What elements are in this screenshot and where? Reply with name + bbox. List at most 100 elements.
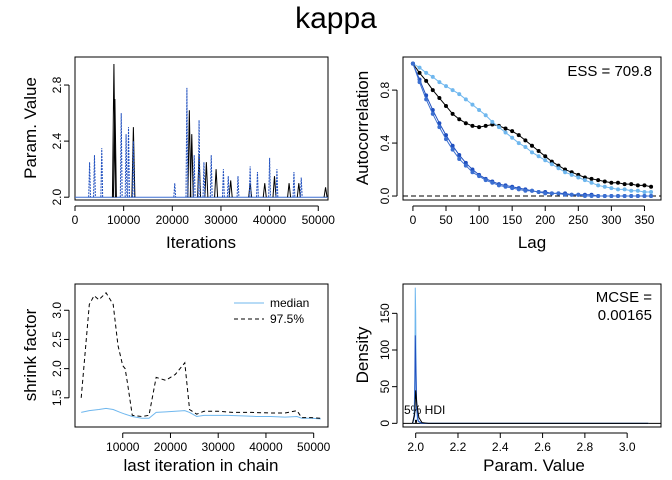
shrink-xlabel: last iteration in chain [124, 456, 279, 475]
acf-point [510, 129, 515, 134]
acf-point [576, 192, 581, 197]
trace-spike [248, 166, 252, 198]
acf-point [444, 103, 448, 108]
trace-spike [323, 187, 328, 198]
trace-ytick-label: 2.4 [50, 132, 64, 149]
acf-point [629, 194, 634, 199]
acf-point [457, 156, 462, 161]
trace-spike [112, 99, 117, 198]
acf-point [549, 191, 554, 196]
density-xtick-label: 2.4 [492, 440, 509, 454]
trace-xlabel: Iterations [166, 233, 236, 252]
acf-point [582, 178, 587, 183]
acf-point [530, 143, 534, 148]
acf-point [543, 191, 548, 196]
acf-point [642, 183, 647, 188]
acf-xtick-label: 0 [410, 213, 417, 227]
trace-spike [209, 155, 213, 198]
acf-point [629, 182, 634, 187]
trace-spike [127, 127, 130, 198]
density-curve [412, 390, 649, 424]
trace-spike [262, 183, 267, 198]
acf-point [444, 137, 448, 142]
trace-spike [287, 183, 292, 198]
acf-point [649, 190, 654, 195]
trace-spike [272, 176, 277, 198]
acf-point [483, 123, 488, 128]
trace-spike [131, 141, 135, 198]
acf-point [609, 180, 614, 185]
acf-point [496, 125, 501, 130]
shrink-ytick-label: 1.5 [50, 389, 64, 406]
acf-point [536, 149, 541, 154]
trace-spike [187, 110, 192, 198]
shrink-ytick-label: 3.0 [50, 302, 64, 319]
acf-point [530, 188, 534, 193]
density-curve [412, 335, 649, 424]
legend-975-label: 97.5% [270, 312, 304, 326]
acf-point [589, 194, 594, 199]
trace-ytick-label: 2.8 [50, 76, 64, 93]
shrink-xtick-label: 50000 [297, 440, 331, 454]
acf-xtick-label: 300 [601, 213, 621, 227]
acf-xtick-label: 200 [535, 213, 555, 227]
acf-point [417, 65, 422, 70]
acf-point [589, 176, 594, 181]
trace-xtick-label: 50000 [302, 213, 336, 227]
trace-spike [236, 176, 240, 198]
trace-spike [88, 162, 91, 198]
acf-point [503, 130, 508, 135]
trace-spike [214, 169, 219, 198]
acf-point [463, 97, 468, 102]
shrink-975-line [80, 291, 321, 419]
trace-xtick-label: 20000 [156, 213, 190, 227]
shrink-xtick-label: 30000 [202, 440, 236, 454]
acf-point [444, 84, 448, 89]
acf-point [450, 147, 455, 152]
trace-ytick-label: 2.0 [50, 189, 64, 206]
figure-title: kappa [295, 2, 377, 35]
acf-xtick-label: 50 [439, 213, 453, 227]
mcse-annotation-line2: 0.00165 [598, 307, 652, 324]
trace-spike [100, 148, 104, 198]
density-xlabel: Param. Value [483, 456, 585, 475]
density-ylabel: Density [353, 326, 372, 383]
acf-point [477, 125, 482, 130]
density-xtick-label: 2.6 [534, 440, 551, 454]
trace-spike [268, 157, 272, 198]
shrink-xtick-label: 10000 [106, 440, 140, 454]
acf-point [457, 152, 462, 157]
acf-point [503, 184, 508, 189]
trace-spike [111, 64, 116, 198]
acf-ylabel: Autocorrelation [353, 71, 372, 185]
acf-point [569, 172, 574, 177]
acf-point [543, 154, 548, 159]
density-ytick-label: 0 [378, 420, 392, 427]
acf-point [569, 192, 574, 197]
acf-point [523, 145, 528, 150]
acf-point [602, 179, 607, 184]
trace-ylabel: Param. Value [21, 77, 40, 179]
acf-point [516, 133, 521, 138]
acf-point [543, 158, 548, 163]
acf-point [516, 141, 521, 146]
acf-point [642, 194, 647, 199]
acf-point [503, 126, 508, 131]
trace-spike [204, 162, 209, 198]
acf-xtick-label: 100 [469, 213, 489, 227]
acf-point [496, 183, 501, 188]
trace-spike [228, 180, 233, 198]
acf-point [523, 188, 528, 193]
trace-plot-frame [74, 56, 329, 201]
density-xtick-label: 2.0 [407, 440, 424, 454]
acf-point [563, 192, 568, 197]
trace-spike [256, 171, 259, 198]
acf-point [536, 190, 541, 195]
acf-point [622, 194, 627, 199]
acf-point [424, 70, 429, 75]
acf-point [556, 166, 561, 171]
acf-series-line [412, 63, 652, 188]
legend-median-label: median [270, 296, 309, 310]
acf-point [463, 163, 468, 168]
acf-point [635, 194, 640, 199]
